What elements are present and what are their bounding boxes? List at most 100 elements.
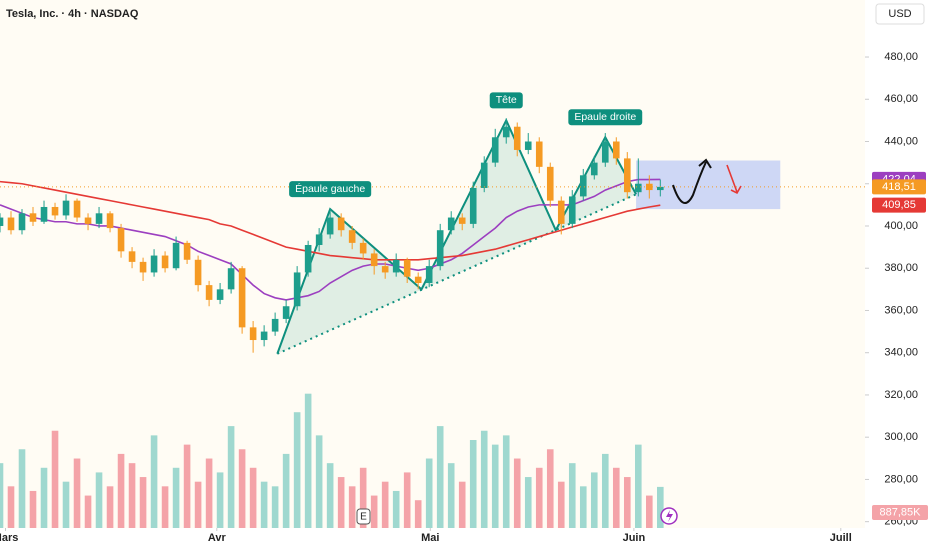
volume-bar (128, 463, 136, 528)
volume-bar (524, 477, 532, 528)
volume-bar (271, 486, 279, 528)
volume-bar (370, 495, 378, 528)
volume-bar (425, 458, 433, 528)
volume-bar (403, 472, 411, 528)
volume-bar (51, 430, 59, 528)
volume-bar (590, 472, 598, 528)
y-tick-label: 400,00 (884, 220, 918, 232)
candle-body (447, 217, 455, 231)
currency-box[interactable] (875, 3, 925, 25)
volume-bar (612, 467, 620, 528)
volume-bar (348, 486, 356, 528)
pattern-area (277, 120, 637, 354)
x-tick-label: Juill (830, 532, 852, 544)
earnings-marker-box (356, 508, 371, 525)
candle-body (249, 327, 257, 341)
candle-body (657, 186, 664, 191)
candle-body (183, 242, 191, 260)
candle-body (601, 141, 609, 163)
candle-body (546, 166, 554, 201)
pattern-label-box (489, 92, 523, 109)
candle-body (7, 217, 15, 231)
volume-bar (282, 453, 290, 528)
volume-bar (249, 467, 257, 528)
volume-bar (73, 458, 81, 528)
candle-body (403, 259, 411, 277)
y-tick-label: 480,00 (884, 51, 918, 63)
candle-body (337, 217, 345, 231)
volume-bar (657, 486, 664, 528)
volume-bar (601, 453, 609, 528)
volume-bar (557, 481, 565, 528)
volume-bar (436, 426, 444, 528)
price-tag-label: 418,51 (882, 181, 916, 193)
volume-bar (62, 481, 70, 528)
candle-body (150, 255, 158, 273)
volume-bar (293, 412, 301, 528)
candle-body (194, 259, 202, 286)
candle-body (84, 217, 92, 224)
volume-bar (40, 467, 48, 528)
candle-body (469, 187, 477, 224)
candle-body (623, 158, 631, 193)
candle-body (590, 162, 598, 176)
candle-body (40, 206, 48, 222)
currency[interactable]: USD (888, 8, 911, 20)
x-tick-label: Mai (421, 532, 439, 544)
volume-bar (546, 449, 554, 528)
volume-bar (480, 430, 488, 528)
projection-box (636, 160, 781, 210)
y-tick-label: 360,00 (884, 304, 918, 316)
volume-bar (84, 495, 92, 528)
volume-bar (568, 463, 576, 528)
candle-body (282, 306, 290, 319)
volume-bar (447, 463, 455, 528)
candle-body (62, 200, 70, 216)
candle-body (480, 162, 488, 188)
candle-body (359, 242, 367, 254)
volume-bar (469, 440, 477, 528)
volume-bar (29, 490, 37, 528)
pattern-label: Tête (496, 94, 517, 106)
volume-bar (458, 481, 466, 528)
volume-bar (161, 486, 169, 528)
candle-body (139, 261, 147, 273)
candle-body (579, 175, 587, 197)
candle-body (436, 230, 444, 267)
candle-body (491, 137, 499, 163)
candle-body (161, 255, 169, 269)
y-tick-label: 300,00 (884, 431, 918, 443)
candle-body (502, 126, 510, 138)
candle-body (458, 217, 466, 224)
candle-body (51, 206, 59, 216)
volume-bar (260, 481, 268, 528)
chart-title: Tesla, Inc. · 4h · NASDAQ (6, 8, 139, 20)
candle-body (568, 196, 576, 224)
candle-body (227, 268, 235, 290)
volume-bar (227, 426, 235, 528)
volume-bar (381, 481, 389, 528)
candle-body (557, 200, 565, 224)
price-tag-label: 409,85 (882, 199, 916, 211)
volume-bar (106, 486, 114, 528)
plot-background (0, 0, 865, 528)
volume-bar (238, 449, 246, 528)
price-axis-panel (865, 0, 932, 550)
candle-body (172, 242, 180, 269)
volume-bar (95, 472, 103, 528)
volume-bar (414, 500, 422, 528)
x-tick-label: Mars (0, 532, 18, 544)
volume-tag-label: 887,85K (880, 506, 922, 518)
candle-body (315, 234, 323, 245)
volume-bar (315, 435, 323, 528)
volume-bar (18, 449, 26, 528)
candle-body (513, 126, 521, 150)
candle-body (128, 251, 136, 262)
volume-bar (326, 463, 334, 528)
candle-body (216, 289, 224, 300)
candle-body (95, 213, 103, 224)
pattern-label: Épaule gauche (295, 182, 365, 195)
candle-body (73, 200, 81, 218)
volume-bar (392, 490, 400, 528)
candle-body (348, 230, 356, 243)
